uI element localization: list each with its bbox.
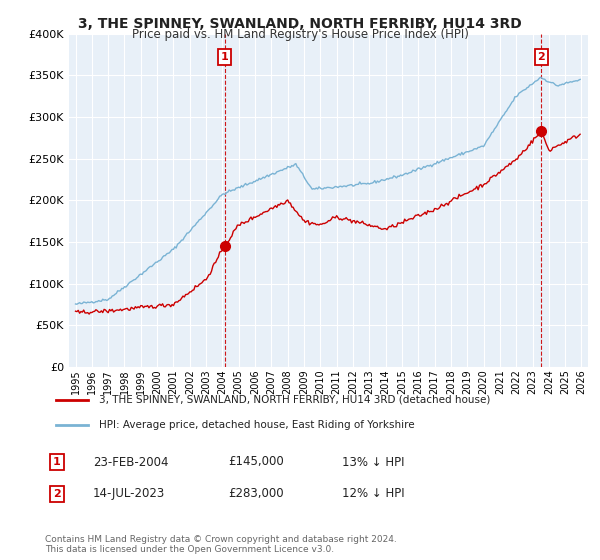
Text: 23-FEB-2004: 23-FEB-2004: [93, 455, 169, 469]
Text: £145,000: £145,000: [228, 455, 284, 469]
Text: £283,000: £283,000: [228, 487, 284, 501]
Text: Price paid vs. HM Land Registry's House Price Index (HPI): Price paid vs. HM Land Registry's House …: [131, 28, 469, 41]
Text: 2: 2: [53, 489, 61, 499]
Text: 3, THE SPINNEY, SWANLAND, NORTH FERRIBY, HU14 3RD: 3, THE SPINNEY, SWANLAND, NORTH FERRIBY,…: [78, 17, 522, 31]
Text: HPI: Average price, detached house, East Riding of Yorkshire: HPI: Average price, detached house, East…: [99, 419, 415, 430]
Text: 14-JUL-2023: 14-JUL-2023: [93, 487, 165, 501]
Text: 1: 1: [221, 52, 229, 62]
Text: 3, THE SPINNEY, SWANLAND, NORTH FERRIBY, HU14 3RD (detached house): 3, THE SPINNEY, SWANLAND, NORTH FERRIBY,…: [99, 395, 490, 405]
Text: Contains HM Land Registry data © Crown copyright and database right 2024.
This d: Contains HM Land Registry data © Crown c…: [45, 535, 397, 554]
Text: 1: 1: [53, 457, 61, 467]
Text: 2: 2: [538, 52, 545, 62]
Text: 12% ↓ HPI: 12% ↓ HPI: [342, 487, 404, 501]
Text: 13% ↓ HPI: 13% ↓ HPI: [342, 455, 404, 469]
